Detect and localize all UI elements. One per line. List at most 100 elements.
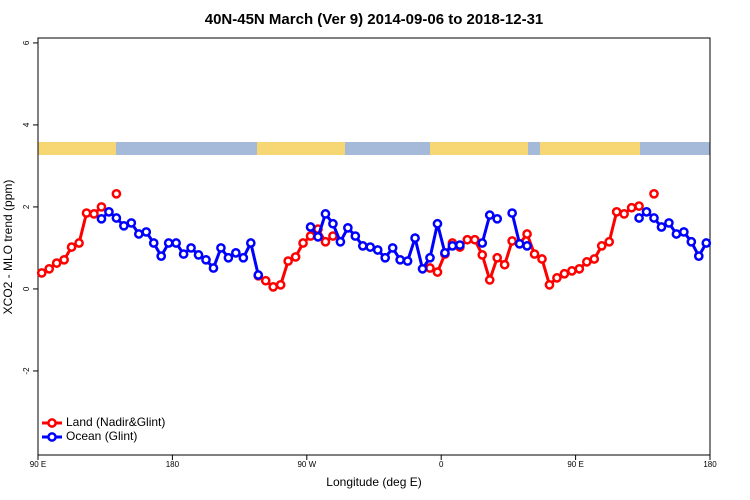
point xyxy=(507,236,517,246)
point xyxy=(171,238,181,248)
point xyxy=(320,209,331,219)
y-tick-label: 0 xyxy=(22,286,31,291)
point xyxy=(641,207,652,217)
point xyxy=(163,238,174,248)
point xyxy=(484,210,495,220)
point xyxy=(477,238,488,248)
point xyxy=(425,252,435,263)
point xyxy=(313,232,323,242)
point xyxy=(111,188,122,199)
point xyxy=(484,275,495,285)
point xyxy=(245,238,256,248)
point xyxy=(425,263,435,273)
point xyxy=(186,243,196,253)
y-tick-label: 4 xyxy=(22,122,31,127)
chart-title: 40N-45N March (Ver 9) 2014-09-06 to 2018… xyxy=(205,11,544,28)
band-land xyxy=(38,142,116,155)
point xyxy=(567,266,577,276)
point xyxy=(455,240,465,250)
point xyxy=(141,227,152,237)
point xyxy=(156,251,167,261)
legend-marker xyxy=(47,418,57,428)
point xyxy=(574,263,585,274)
x-tick-label: 180 xyxy=(703,460,717,469)
point xyxy=(223,252,234,263)
point xyxy=(559,268,570,279)
point xyxy=(89,209,99,219)
point xyxy=(335,236,346,247)
y-tick-label: 2 xyxy=(22,204,31,209)
point xyxy=(216,243,226,253)
point xyxy=(51,258,62,268)
point xyxy=(231,248,241,258)
x-tick-label: 180 xyxy=(166,460,180,469)
x-tick-label: 0 xyxy=(439,460,444,469)
point xyxy=(634,213,644,223)
point xyxy=(634,201,644,211)
point xyxy=(402,256,413,266)
point xyxy=(544,279,555,290)
point xyxy=(96,202,107,212)
point xyxy=(679,227,689,237)
point xyxy=(701,238,712,248)
point xyxy=(671,229,682,239)
point xyxy=(320,236,331,247)
point xyxy=(499,259,510,270)
point xyxy=(626,202,637,213)
point xyxy=(469,234,480,245)
point xyxy=(649,188,659,199)
point xyxy=(380,252,391,263)
point xyxy=(66,242,77,252)
point xyxy=(581,257,592,267)
x-tick-label: 90 E xyxy=(567,460,583,469)
point xyxy=(477,250,488,260)
point xyxy=(514,238,525,249)
point xyxy=(119,220,129,231)
point xyxy=(664,218,674,228)
legend-label: Land (Nadir&Glint) xyxy=(66,415,165,429)
point xyxy=(59,254,69,265)
point xyxy=(596,241,607,251)
point xyxy=(552,273,562,283)
point xyxy=(238,252,249,263)
point xyxy=(529,249,540,259)
point xyxy=(178,249,189,259)
point xyxy=(260,275,271,286)
band-land xyxy=(540,142,640,155)
point xyxy=(611,207,622,217)
legend-marker xyxy=(47,432,57,442)
x-tick-label: 90 E xyxy=(30,460,46,469)
point xyxy=(81,208,92,218)
point xyxy=(432,218,443,229)
point xyxy=(290,252,301,262)
point xyxy=(693,251,704,261)
point xyxy=(522,229,532,239)
point xyxy=(522,241,532,251)
point xyxy=(36,268,47,278)
point xyxy=(253,270,264,280)
point xyxy=(208,263,219,273)
point xyxy=(432,267,443,277)
point xyxy=(74,238,84,248)
point xyxy=(410,233,420,243)
point xyxy=(372,245,383,255)
point xyxy=(619,209,629,219)
legend-label: Ocean (Glint) xyxy=(66,429,137,443)
point xyxy=(111,213,122,223)
point xyxy=(283,256,293,266)
x-tick-label: 90 W xyxy=(297,460,316,469)
point xyxy=(492,252,503,263)
point xyxy=(387,243,398,253)
point xyxy=(328,218,338,229)
legend: Land (Nadir&Glint)Ocean (Glint) xyxy=(42,415,165,443)
point xyxy=(148,238,159,248)
point xyxy=(268,282,279,292)
point xyxy=(537,254,547,264)
point xyxy=(193,250,204,260)
point xyxy=(589,254,600,264)
point xyxy=(350,231,361,241)
point xyxy=(604,236,615,247)
point xyxy=(104,207,114,217)
